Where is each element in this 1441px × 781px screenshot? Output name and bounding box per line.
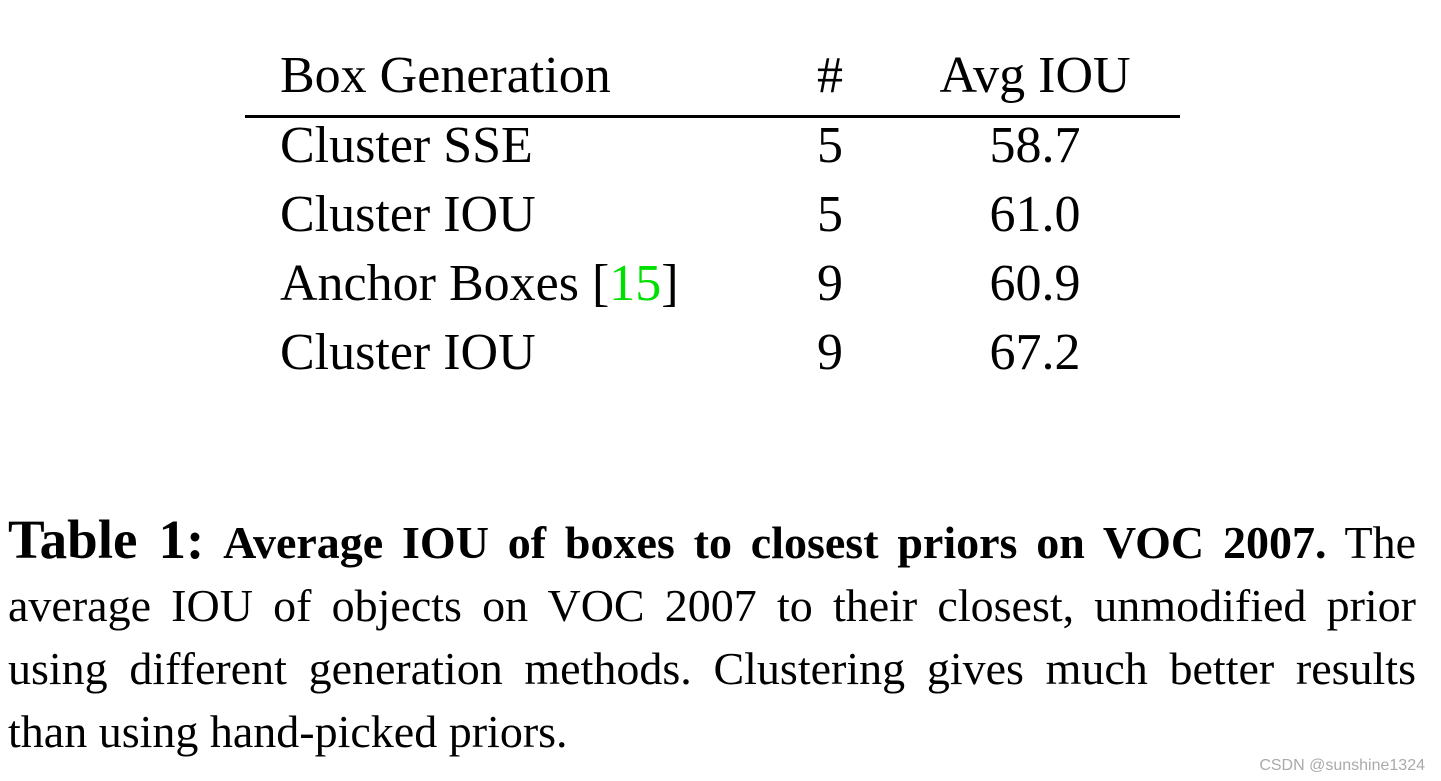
header-cell: Avg IOU	[939, 47, 1131, 104]
watermark: CSDN @sunshine1324	[1259, 757, 1425, 774]
caption-title: Average IOU of boxes to closest priors o…	[223, 517, 1327, 568]
caption: Table 1: Average IOU of boxes to closest…	[8, 508, 1416, 763]
cell: Cluster IOU	[280, 189, 536, 241]
header-cell: #	[817, 47, 843, 104]
cell-text: ]	[661, 255, 679, 312]
cell: 61.0	[989, 186, 1081, 243]
cell-text: Cluster SSE	[280, 117, 533, 174]
header-cell: Box Generation	[280, 47, 611, 104]
cell: Cluster SSE	[280, 120, 533, 172]
cell: 5	[817, 117, 843, 174]
cell-text: Anchor Boxes [	[280, 255, 610, 312]
cell-text: Cluster IOU	[280, 324, 536, 381]
caption-body: The average IOU of objects on VOC 2007 t…	[8, 517, 1416, 757]
cell: 9	[817, 255, 843, 312]
cell: 60.9	[989, 255, 1081, 312]
table-rule	[245, 115, 1180, 118]
cell: 67.2	[989, 324, 1081, 381]
caption-label: Table 1:	[8, 509, 205, 570]
cell-text: Cluster IOU	[280, 186, 536, 243]
citation: 15	[609, 255, 662, 312]
cell: Cluster IOU	[280, 327, 536, 379]
cell: 58.7	[989, 117, 1081, 174]
cell: 5	[817, 186, 843, 243]
cell: Anchor Boxes [15]	[280, 258, 679, 310]
cell: 9	[817, 324, 843, 381]
